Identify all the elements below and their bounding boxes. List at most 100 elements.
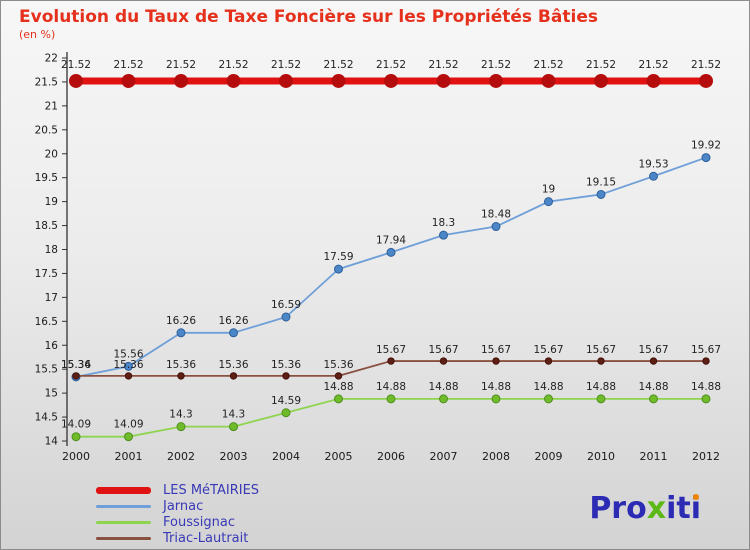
- value-label: 21.52: [166, 59, 196, 71]
- value-label: 21.52: [533, 59, 563, 71]
- data-point: [649, 357, 658, 365]
- data-point: [282, 372, 290, 380]
- x-tick-label: 2005: [325, 450, 353, 463]
- data-point: [646, 73, 661, 88]
- y-tick-label: 16.5: [35, 316, 58, 328]
- data-point: [439, 230, 448, 240]
- y-tick-label: 16: [45, 340, 59, 352]
- x-tick-label: 2008: [482, 450, 510, 463]
- value-label: 21.52: [323, 59, 353, 71]
- value-label: 21.52: [113, 59, 143, 71]
- x-tick-label: 2012: [692, 450, 720, 463]
- value-label: 19: [542, 184, 555, 196]
- data-point: [386, 394, 396, 404]
- value-label: 14.3: [169, 409, 192, 421]
- value-label: 19.15: [586, 176, 616, 188]
- x-tick-label: 2003: [220, 450, 248, 463]
- y-tick-label: 18.5: [35, 220, 58, 232]
- x-tick-label: 2004: [272, 450, 300, 463]
- value-label: 15.56: [113, 348, 143, 360]
- legend-swatch-foussignac: [96, 521, 151, 524]
- y-tick-label: 20: [45, 148, 58, 160]
- value-label: 18.48: [481, 209, 511, 221]
- data-point: [121, 73, 136, 88]
- value-label: 21.52: [586, 59, 616, 71]
- legend: LES MéTAIRIES Jarnac Foussignac Triac-La…: [96, 483, 260, 546]
- value-label: 15.36: [113, 359, 143, 371]
- data-point: [702, 357, 710, 365]
- data-point: [124, 432, 133, 442]
- legend-label: Jarnac: [163, 499, 204, 514]
- data-point: [701, 394, 711, 404]
- value-label: 15.36: [218, 359, 248, 371]
- value-label: 16.26: [218, 315, 248, 327]
- data-point: [72, 372, 80, 380]
- value-label: 21.52: [271, 59, 301, 71]
- value-label: 21.52: [638, 59, 668, 71]
- chart-subtitle: (en %): [19, 28, 56, 41]
- value-label: 14.88: [481, 381, 511, 393]
- value-label: 16.59: [271, 299, 301, 311]
- line-chart: 14 14.5 15 15.5 16 16.5 17 17.5 18 18.5 19 19.5 20 20…: [35, 52, 721, 463]
- legend-label: LES MéTAIRIES: [163, 483, 260, 498]
- value-label: 15.67: [638, 344, 668, 356]
- y-tick-label: 19.5: [35, 172, 58, 184]
- logo-text-x: x: [646, 491, 667, 526]
- legend-item-triac-lautrait: Triac-Lautrait: [96, 531, 259, 546]
- data-point: [701, 153, 711, 163]
- legend-swatch-les-metairies: [96, 487, 151, 494]
- data-point: [439, 357, 448, 365]
- x-tick-label: 2007: [430, 450, 458, 463]
- value-label: 21.52: [61, 59, 91, 71]
- y-tick-label: 21.5: [35, 76, 58, 88]
- value-label: 14.59: [271, 395, 301, 407]
- y-tick-label: 20.5: [35, 124, 58, 136]
- value-label: 14.88: [428, 381, 458, 393]
- data-point: [229, 372, 238, 380]
- value-label: 14.88: [376, 381, 406, 393]
- value-label: 15.67: [586, 344, 616, 356]
- y-tick-label: 17: [45, 292, 58, 304]
- value-label: 15.36: [166, 359, 196, 371]
- x-tick-label: 2001: [115, 450, 143, 463]
- data-point: [334, 264, 343, 274]
- data-point: [384, 73, 398, 88]
- logo-text-pro: Pro: [589, 491, 647, 526]
- y-tick-label: 15.5: [35, 364, 58, 376]
- data-point: [491, 222, 501, 232]
- value-label: 14.88: [638, 381, 668, 393]
- data-point: [229, 328, 238, 338]
- value-label: 15.36: [61, 359, 91, 371]
- logo-text-i: i: [690, 491, 701, 526]
- data-point: [436, 73, 451, 88]
- value-label: 16.26: [166, 315, 196, 327]
- value-label: 15.67: [691, 344, 721, 356]
- value-label: 18.3: [432, 217, 455, 229]
- x-tick-label: 2009: [535, 450, 563, 463]
- legend-label: Triac-Lautrait: [163, 531, 249, 546]
- chart-title: Evolution du Taux de Taxe Foncière sur l…: [19, 7, 598, 27]
- value-label: 14.88: [323, 381, 353, 393]
- value-label: 15.67: [428, 344, 458, 356]
- data-point: [544, 394, 553, 404]
- legend-item-jarnac: Jarnac: [96, 499, 259, 514]
- y-tick-label: 19: [45, 196, 58, 208]
- data-point: [281, 312, 291, 322]
- data-point: [649, 171, 658, 181]
- value-label: 14.3: [222, 409, 245, 421]
- value-label: 14.88: [691, 381, 721, 393]
- data-point: [492, 357, 500, 365]
- y-tick-label: 21: [45, 100, 58, 112]
- series-jarnac: 15.34 15.56 16.26 16.26 16.59 17.59 17.94 18.3 1…: [61, 140, 721, 382]
- value-label: 21.52: [218, 59, 248, 71]
- value-label: 14.88: [533, 381, 563, 393]
- data-point: [594, 73, 608, 88]
- value-label: 14.09: [113, 419, 143, 431]
- x-tick-label: 2002: [167, 450, 195, 463]
- data-point: [279, 73, 293, 88]
- data-point: [334, 394, 343, 404]
- series-triac-lautrait: 15.36 15.36 15.36 15.36 15.36 15.36 15.67 15.67…: [61, 344, 721, 380]
- value-label: 21.52: [428, 59, 458, 71]
- y-tick-label: 17.5: [35, 268, 58, 280]
- data-point: [387, 357, 395, 365]
